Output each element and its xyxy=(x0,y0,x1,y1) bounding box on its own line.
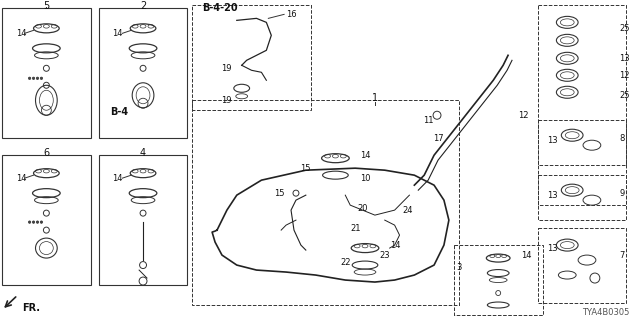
Bar xyxy=(538,228,627,303)
Text: 1: 1 xyxy=(372,93,378,103)
Text: 24: 24 xyxy=(403,206,413,215)
Text: 14: 14 xyxy=(16,174,26,183)
Circle shape xyxy=(33,77,35,79)
Text: 14: 14 xyxy=(360,151,371,160)
Text: 21: 21 xyxy=(350,224,361,233)
Text: 14: 14 xyxy=(521,251,531,260)
Text: B-4-20: B-4-20 xyxy=(202,4,238,13)
Text: 13: 13 xyxy=(548,136,558,145)
Circle shape xyxy=(40,221,43,223)
Text: 5: 5 xyxy=(44,1,49,12)
Text: 15: 15 xyxy=(274,189,284,198)
Circle shape xyxy=(28,77,31,79)
Text: 11: 11 xyxy=(424,116,434,125)
Text: 14: 14 xyxy=(390,241,400,250)
Text: 12: 12 xyxy=(518,111,529,120)
Text: 12: 12 xyxy=(620,71,630,80)
Text: 8: 8 xyxy=(620,134,625,143)
Text: 14: 14 xyxy=(16,29,26,38)
Text: 20: 20 xyxy=(357,204,367,212)
Text: 13: 13 xyxy=(548,244,558,252)
Text: 16: 16 xyxy=(286,10,297,19)
Bar xyxy=(538,120,627,165)
Bar xyxy=(454,245,543,315)
Bar xyxy=(193,100,459,305)
Bar xyxy=(193,5,311,110)
Text: 6: 6 xyxy=(44,148,49,158)
Circle shape xyxy=(36,221,38,223)
Text: 14: 14 xyxy=(113,29,123,38)
Bar xyxy=(538,5,627,205)
Text: 15: 15 xyxy=(300,164,310,173)
Text: 13: 13 xyxy=(548,191,558,200)
Text: 25: 25 xyxy=(620,91,630,100)
Bar xyxy=(2,155,91,285)
Text: 3: 3 xyxy=(457,263,462,272)
Text: 4: 4 xyxy=(140,148,146,158)
Text: TYA4B0305: TYA4B0305 xyxy=(582,308,629,316)
Circle shape xyxy=(28,221,31,223)
Text: 7: 7 xyxy=(620,251,625,260)
Text: 9: 9 xyxy=(620,189,625,198)
Text: 22: 22 xyxy=(340,258,351,267)
Circle shape xyxy=(36,77,38,79)
Circle shape xyxy=(33,221,35,223)
Text: B-4: B-4 xyxy=(111,107,129,117)
Text: 25: 25 xyxy=(620,24,630,33)
Text: 2: 2 xyxy=(140,1,146,12)
Bar xyxy=(99,155,188,285)
Text: 10: 10 xyxy=(360,174,371,183)
Bar xyxy=(99,8,188,138)
Text: 19: 19 xyxy=(221,64,232,73)
Text: FR.: FR. xyxy=(22,303,40,313)
Text: 17: 17 xyxy=(433,134,444,143)
Circle shape xyxy=(40,77,43,79)
Text: 19: 19 xyxy=(221,96,232,105)
Bar xyxy=(538,175,627,220)
Text: 14: 14 xyxy=(113,174,123,183)
Bar xyxy=(2,8,91,138)
Text: 13: 13 xyxy=(620,54,630,63)
Text: 23: 23 xyxy=(380,251,390,260)
